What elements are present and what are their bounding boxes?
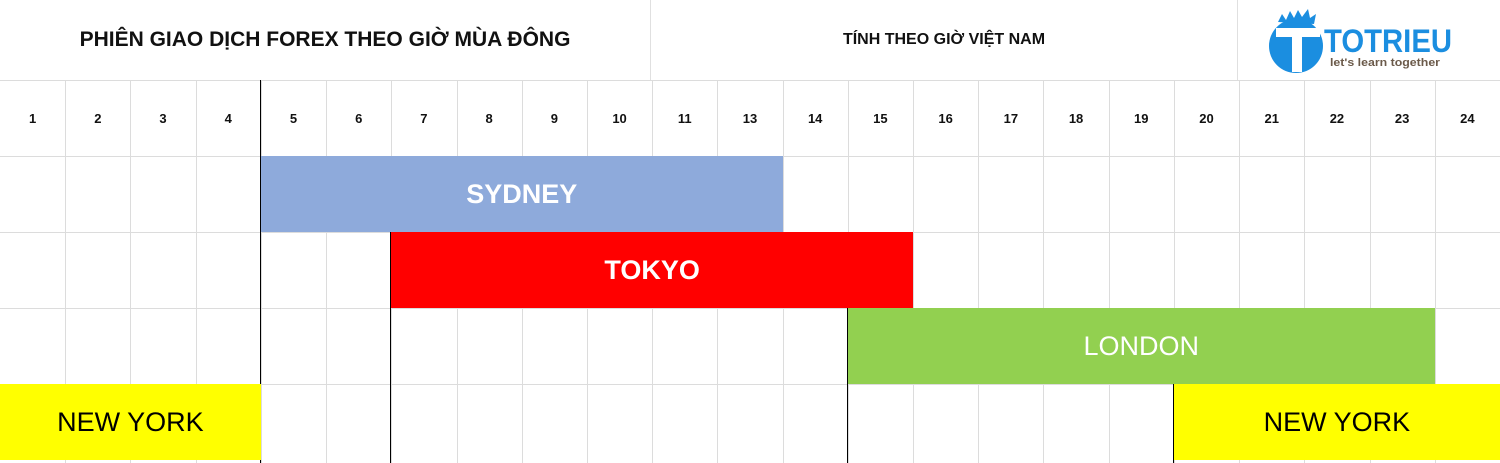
hour-label: 6: [355, 110, 363, 126]
hour-label: 14: [807, 110, 823, 126]
session-start-line: [259, 80, 261, 463]
header-divider: [1237, 0, 1238, 80]
hour-label: 4: [224, 110, 232, 126]
session-bar-tokyo: TOKYO: [391, 232, 914, 308]
hour-label: 24: [1460, 110, 1475, 126]
logo-mark-icon: TOTRIEU let's learn together: [1269, 9, 1452, 73]
hour-label: 1: [28, 110, 37, 126]
grid-col-line: [1173, 80, 1175, 463]
hour-label: 17: [1003, 110, 1019, 126]
hour-label: 22: [1329, 110, 1345, 126]
hour-label: 16: [938, 110, 953, 126]
hour-label: 23: [1394, 110, 1410, 126]
grid-col-line: [326, 80, 328, 463]
hour-label: 9: [550, 110, 558, 126]
hour-label: 11: [677, 110, 692, 126]
session-bar-new-york: NEW YORK: [0, 384, 261, 460]
header-divider: [650, 0, 651, 80]
hour-label: 13: [742, 110, 758, 126]
hour-label: 20: [1199, 110, 1214, 126]
totrieu-logo: TOTRIEU let's learn together: [1268, 8, 1468, 74]
hour-label: 21: [1264, 110, 1279, 126]
page-title: PHIÊN GIAO DỊCH FOREX THEO GIỜ MÙA ĐÔNG: [79, 28, 571, 51]
grid-col-line: [195, 80, 197, 463]
session-start-line: [390, 232, 392, 463]
grid-col-line: [978, 80, 980, 463]
session-bar-sydney: SYDNEY: [260, 156, 783, 232]
hour-label: 18: [1068, 110, 1084, 126]
session-start-line: [1172, 384, 1174, 463]
grid-col-line: [1304, 80, 1306, 463]
hour-label: 10: [612, 110, 627, 126]
hour-label: 7: [420, 110, 428, 126]
session-bar-new-york: NEW YORK: [1173, 384, 1500, 460]
grid-row-line: [0, 308, 1500, 309]
grid-col-line: [913, 80, 915, 463]
grid-row-line: [0, 384, 1500, 385]
session-bar-london: LONDON: [847, 308, 1435, 384]
hour-label: 2: [94, 110, 102, 126]
hour-label: 8: [485, 110, 493, 126]
logo-text: TOTRIEU: [1324, 23, 1452, 59]
logo-tagline: let's learn together: [1330, 57, 1441, 69]
grid-col-line: [1043, 80, 1045, 463]
hour-label: 15: [873, 110, 888, 126]
grid-col-line: [1239, 80, 1241, 463]
grid-col-line: [1434, 80, 1436, 463]
grid-col-line: [65, 80, 67, 463]
grid-col-line: [1108, 80, 1110, 463]
grid-row-line: [0, 80, 1500, 81]
hour-label: 3: [159, 110, 167, 126]
grid-col-line: [1369, 80, 1371, 463]
grid-col-line: [130, 80, 132, 463]
page-subtitle: TÍNH THEO GIỜ VIỆT NAM: [842, 31, 1046, 48]
hour-label: 5: [289, 110, 298, 126]
hour-label: 19: [1134, 110, 1149, 126]
session-start-line: [846, 308, 848, 463]
grid-col-line: [260, 80, 262, 463]
